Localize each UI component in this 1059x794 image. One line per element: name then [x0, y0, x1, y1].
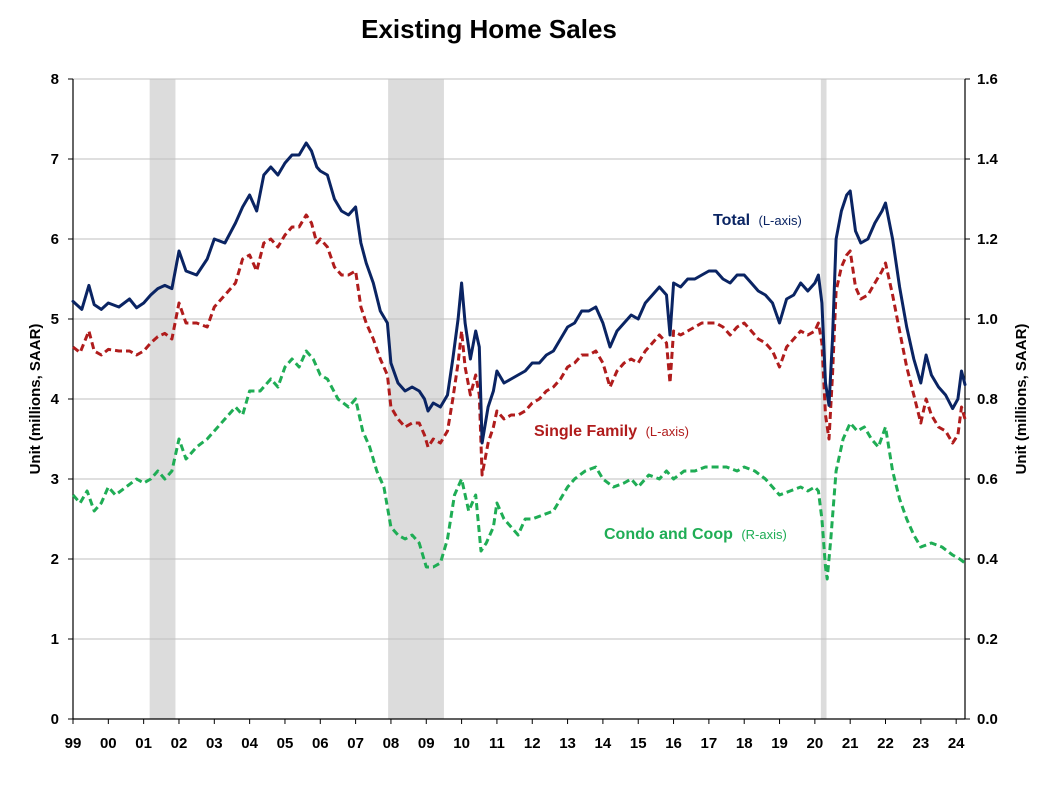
- x-tick-label-5: 04: [241, 735, 258, 752]
- total-series-label: Total (L-axis): [713, 212, 802, 229]
- x-tick-label-10: 09: [418, 735, 435, 752]
- left-axis-ticks: 0 1 2 3 4 5 6 7 8: [51, 71, 73, 728]
- x-tick-label-12: 11: [489, 735, 505, 752]
- x-tick-label-4: 03: [206, 735, 223, 752]
- x-tick-label-20: 19: [771, 735, 788, 752]
- right-tick-label-6: 1.2: [977, 231, 998, 248]
- left-axis-title: Unit (millions, SAAR): [27, 324, 44, 475]
- x-tick-label-22: 21: [842, 735, 859, 752]
- single-family-label-axis: (L-axis): [646, 424, 689, 439]
- single-family-label-name: Single Family: [534, 423, 637, 440]
- total-label-axis: (L-axis): [758, 213, 801, 228]
- x-tick-label-13: 12: [524, 735, 541, 752]
- right-tick-label-2: 0.4: [977, 551, 999, 568]
- x-tick-label-11: 10: [453, 735, 470, 752]
- left-tick-label-1: 1: [51, 631, 59, 648]
- gridlines: [73, 78, 965, 640]
- data-series: [71, 141, 967, 581]
- series-line-single-family: [72, 213, 967, 477]
- right-tick-label-4: 0.8: [977, 391, 998, 408]
- x-tick-label-2: 01: [135, 735, 152, 752]
- left-tick-label-2: 2: [51, 551, 59, 568]
- chart-title: Existing Home Sales: [361, 14, 617, 44]
- x-tick-label-25: 24: [948, 735, 965, 752]
- left-tick-label-7: 7: [51, 151, 59, 168]
- x-tick-label-14: 13: [559, 735, 576, 752]
- left-tick-label-6: 6: [51, 231, 59, 248]
- right-tick-label-1: 0.2: [977, 631, 998, 648]
- x-axis-ticks: 99 00 01 02 03 04 05 06 07 08 09 10 11 12 13 14 15 16 17 18…: [65, 719, 965, 752]
- x-tick-label-0: 99: [65, 735, 82, 752]
- x-tick-label-1: 00: [100, 735, 117, 752]
- right-tick-label-3: 0.6: [977, 471, 998, 488]
- x-tick-label-7: 06: [312, 735, 329, 752]
- x-tick-label-16: 15: [630, 735, 647, 752]
- x-tick-label-17: 16: [665, 735, 682, 752]
- x-tick-label-8: 07: [347, 735, 364, 752]
- x-tick-label-23: 22: [877, 735, 894, 752]
- right-tick-label-5: 1.0: [977, 311, 998, 328]
- condo-label-axis: (R-axis): [741, 527, 787, 542]
- left-tick-label-4: 4: [51, 391, 60, 408]
- x-tick-label-21: 20: [807, 735, 824, 752]
- left-tick-label-0: 0: [51, 711, 59, 728]
- condo-series-label: Condo and Coop (R-axis): [604, 526, 787, 543]
- condo-label-name: Condo and Coop: [604, 526, 733, 543]
- right-axis-title: Unit (millions, SAAR): [1013, 324, 1030, 475]
- series-line-total: [71, 141, 967, 445]
- left-tick-label-8: 8: [51, 71, 59, 88]
- right-tick-label-7: 1.4: [977, 151, 999, 168]
- x-tick-label-24: 23: [912, 735, 929, 752]
- right-tick-label-8: 1.6: [977, 71, 998, 88]
- right-axis-ticks: 0.0 0.2 0.4 0.6 0.8 1.0 1.2 1.4 1.6: [965, 71, 999, 728]
- x-tick-label-3: 02: [171, 735, 188, 752]
- total-label-name: Total: [713, 212, 750, 229]
- left-tick-label-5: 5: [51, 311, 59, 328]
- x-tick-label-9: 08: [383, 735, 400, 752]
- series-line-condo-and-coop: [71, 349, 966, 581]
- x-tick-label-15: 14: [595, 735, 612, 752]
- right-tick-label-0: 0.0: [977, 711, 998, 728]
- x-tick-label-6: 05: [277, 735, 294, 752]
- left-tick-label-3: 3: [51, 471, 59, 488]
- single-family-series-label: Single Family (L-axis): [534, 423, 689, 440]
- x-tick-label-18: 17: [701, 735, 718, 752]
- x-tick-label-19: 18: [736, 735, 753, 752]
